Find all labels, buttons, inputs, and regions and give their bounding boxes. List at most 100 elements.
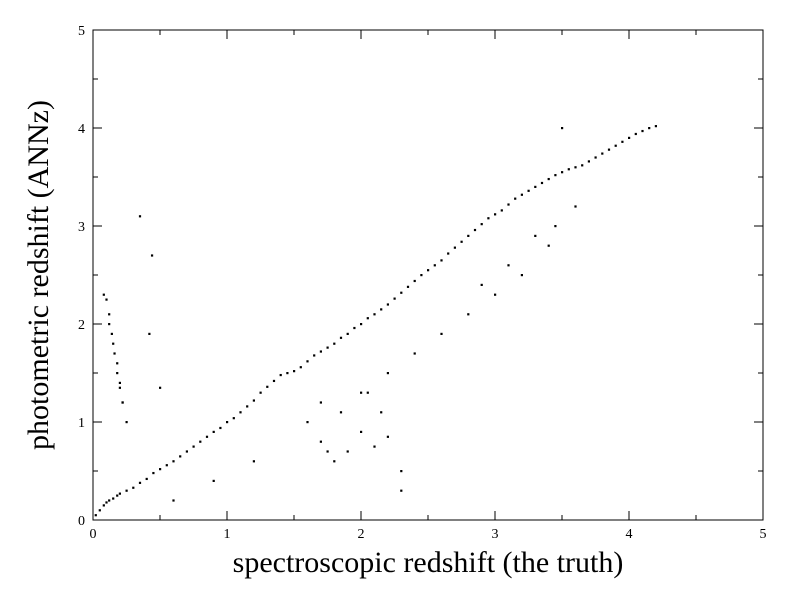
data-point	[118, 386, 121, 389]
data-point	[159, 386, 162, 389]
data-point	[554, 225, 557, 228]
data-point	[534, 234, 537, 237]
data-point	[118, 381, 121, 384]
data-point	[192, 445, 195, 448]
data-point	[621, 140, 624, 143]
data-point	[494, 293, 497, 296]
x-tick-label: 2	[358, 527, 365, 542]
data-point	[172, 499, 175, 502]
data-point	[480, 223, 483, 226]
data-point	[594, 156, 597, 159]
data-point	[520, 274, 523, 277]
data-point	[406, 285, 410, 288]
data-point	[132, 486, 135, 489]
data-point	[112, 497, 115, 500]
data-point	[507, 264, 510, 267]
data-point	[520, 193, 523, 196]
data-point	[628, 136, 631, 139]
data-point	[293, 370, 296, 373]
data-point	[339, 336, 343, 339]
data-point	[98, 509, 101, 512]
data-point	[319, 440, 322, 443]
data-point	[380, 411, 383, 414]
data-point	[212, 479, 215, 482]
data-point	[113, 352, 116, 355]
data-point	[102, 293, 105, 296]
data-point	[148, 332, 151, 335]
data-point	[467, 313, 470, 316]
plot-frame	[92, 29, 764, 521]
data-point	[386, 435, 389, 438]
data-point	[102, 504, 105, 507]
data-point	[116, 372, 119, 375]
data-point	[252, 399, 255, 402]
data-point	[112, 342, 115, 345]
data-point	[413, 279, 416, 283]
data-point	[440, 259, 443, 262]
data-point	[272, 379, 276, 383]
data-point	[205, 435, 209, 438]
data-point	[447, 252, 450, 255]
data-point	[333, 460, 336, 463]
data-point	[159, 468, 162, 471]
y-tick-label: 0	[78, 514, 85, 529]
data-point	[286, 372, 289, 375]
data-point	[326, 450, 329, 453]
data-point	[105, 298, 108, 301]
data-point	[440, 332, 443, 335]
data-point	[185, 450, 188, 453]
data-point	[116, 494, 119, 497]
data-point	[105, 501, 108, 504]
data-point	[654, 125, 657, 128]
data-point	[118, 492, 121, 495]
data-point	[346, 332, 349, 335]
data-point	[534, 185, 537, 188]
x-axis-title: spectroscopic redshift (the truth)	[233, 546, 624, 579]
y-tick-label: 3	[78, 220, 85, 235]
data-point	[299, 366, 302, 369]
data-point	[366, 391, 369, 394]
data-point	[232, 417, 235, 420]
x-tick-label: 1	[224, 527, 231, 542]
data-point	[138, 481, 142, 484]
data-point	[554, 174, 557, 177]
data-point	[547, 177, 550, 181]
data-point	[433, 264, 436, 267]
data-point	[150, 254, 154, 257]
data-point	[460, 240, 463, 243]
data-point	[138, 215, 142, 218]
data-point	[561, 127, 564, 130]
data-point	[400, 489, 403, 492]
data-point	[574, 166, 577, 169]
data-point	[427, 269, 430, 272]
data-point	[199, 440, 202, 443]
data-point	[116, 362, 119, 365]
data-point	[252, 460, 255, 463]
data-point	[601, 152, 604, 155]
data-point	[108, 499, 111, 502]
data-point	[246, 405, 249, 408]
y-tick-label: 4	[78, 122, 85, 137]
data-point	[467, 234, 470, 237]
data-point	[346, 450, 349, 453]
data-point	[561, 171, 564, 174]
data-point	[641, 129, 644, 133]
data-point	[360, 391, 363, 394]
data-point	[366, 317, 369, 320]
data-point	[540, 181, 544, 185]
data-point	[581, 164, 584, 167]
data-point	[212, 430, 215, 433]
data-point	[110, 332, 113, 335]
data-point	[333, 342, 336, 345]
data-point	[306, 360, 309, 363]
data-point	[353, 326, 356, 330]
data-point	[500, 209, 503, 212]
data-point	[259, 391, 262, 394]
data-point	[360, 323, 363, 326]
data-point	[219, 426, 222, 430]
y-tick-label: 5	[78, 24, 85, 39]
data-point	[487, 217, 490, 220]
data-point	[547, 244, 550, 247]
data-point	[373, 313, 376, 316]
